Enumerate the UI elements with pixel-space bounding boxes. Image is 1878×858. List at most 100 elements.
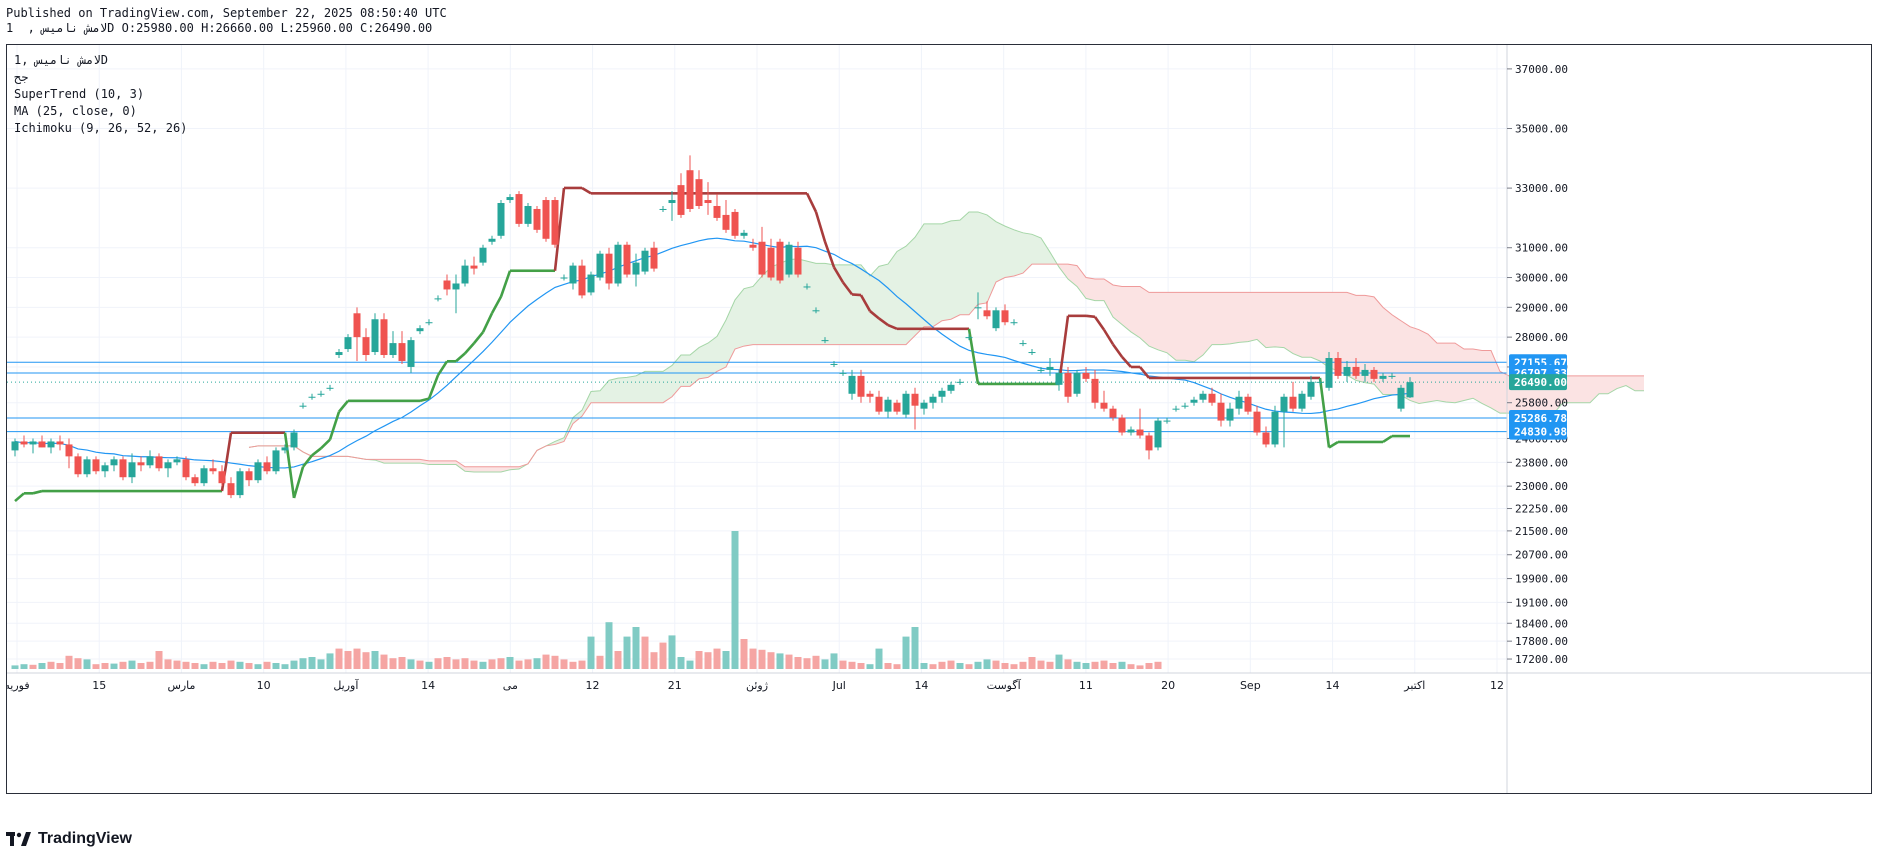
- candles: [11, 155, 1414, 499]
- supertrend-segment: [292, 466, 305, 499]
- price-tick-label: 21500.00: [1515, 525, 1568, 538]
- volume-bar: [236, 661, 244, 669]
- cloud-segment: [411, 459, 420, 464]
- cloud-segment: [474, 466, 483, 473]
- cloud-segment: [1500, 371, 1509, 414]
- candle-body: [1100, 402, 1108, 409]
- cloud-segment: [1185, 292, 1194, 362]
- supertrend-segment: [814, 211, 827, 243]
- price-tick-label: 23000.00: [1515, 480, 1568, 493]
- candle-body: [461, 265, 469, 284]
- volume-bar: [1010, 664, 1018, 669]
- time-tick-label: می: [503, 679, 518, 692]
- volume-bar: [893, 664, 901, 669]
- candle-body: [272, 450, 280, 472]
- volume-bar: [281, 664, 289, 669]
- cloud-segment: [384, 459, 393, 464]
- cloud-segment: [1617, 375, 1626, 389]
- cloud-segment: [888, 251, 897, 345]
- cloud-segment: [1221, 292, 1230, 345]
- candle-body: [146, 456, 154, 466]
- chart-frame[interactable]: 37000.00 35000.00 33000.00 31000.00 30000.00…: [6, 44, 1872, 794]
- cloud-segment: [852, 264, 861, 345]
- candle-body: [1172, 408, 1180, 410]
- supertrend-segment: [337, 400, 350, 413]
- legend-ichimoku[interactable]: Ichimoku (9, 26, 52, 26): [14, 121, 188, 135]
- candle-body: [848, 375, 856, 394]
- cloud-segment: [1104, 279, 1113, 318]
- volume-bar: [299, 658, 307, 669]
- candle-body: [1073, 372, 1081, 394]
- price-tick-label: 23800.00: [1515, 456, 1568, 469]
- volume-bar: [596, 655, 604, 669]
- ichimoku-span-a: [248, 211, 1644, 473]
- price-tick-label: 25800.00: [1515, 397, 1568, 410]
- ichimoku-span-b: [248, 263, 1644, 468]
- time-tick-label: 14: [421, 679, 435, 692]
- time-tick-label: 21: [668, 679, 682, 692]
- candle-body: [1082, 372, 1090, 379]
- cloud-segment: [996, 221, 1005, 282]
- candle-body: [1352, 366, 1360, 376]
- time-tick-label: 10: [257, 679, 271, 692]
- cloud-segment: [393, 459, 402, 464]
- cloud-segment: [753, 276, 762, 345]
- price-tick-label: 29000.00: [1515, 301, 1568, 314]
- cloud-segment: [924, 223, 933, 327]
- cloud-segment: [582, 391, 591, 417]
- candle-body: [596, 253, 604, 278]
- volume-bar: [749, 648, 757, 669]
- tradingview-logo-icon: [6, 832, 31, 846]
- volume-bar: [821, 659, 829, 669]
- supertrend-segment: [553, 187, 566, 271]
- candle-body: [128, 462, 136, 478]
- cloud-segment: [798, 258, 807, 345]
- price-axis: 37000.00 35000.00 33000.00 31000.00 30000.00…: [1506, 45, 1568, 793]
- price-label: 24830.98: [1514, 426, 1567, 439]
- candle-body: [380, 319, 388, 356]
- volume-bar: [218, 663, 226, 669]
- cloud-segment: [573, 410, 582, 424]
- legend-ma[interactable]: MA (25, close, 0): [14, 104, 137, 118]
- supertrend-segment: [1057, 315, 1070, 385]
- chart-svg[interactable]: 37000.00 35000.00 33000.00 31000.00 30000.00…: [7, 45, 1871, 793]
- time-tick-label: 11: [1079, 679, 1093, 692]
- volume-bar: [110, 663, 118, 669]
- candle-body: [659, 208, 667, 210]
- price-tick-label: 17200.00: [1515, 653, 1568, 666]
- volume-bar: [947, 660, 955, 669]
- cloud-segment: [690, 347, 699, 387]
- volume-bar: [407, 659, 415, 669]
- volume-bar: [614, 651, 622, 669]
- candle-body: [479, 247, 487, 263]
- tradingview-logo[interactable]: TradingView: [6, 830, 132, 848]
- candle-body: [686, 170, 694, 209]
- cloud-segment: [1284, 292, 1293, 354]
- volume-bar: [101, 663, 109, 669]
- volume-bar: [65, 655, 73, 669]
- candle-body: [1091, 378, 1099, 403]
- candle-body: [335, 352, 343, 356]
- legend-exchange: جح: [14, 70, 29, 84]
- candle-body: [488, 238, 496, 242]
- cloud-segment: [1383, 307, 1392, 395]
- volume-bar: [1154, 661, 1162, 669]
- ichimoku-cloud: [248, 211, 1644, 473]
- cloud-segment: [465, 466, 474, 473]
- candle-body: [182, 459, 190, 478]
- candle-body: [1055, 372, 1063, 385]
- cloud-segment: [897, 246, 906, 345]
- cloud-segment: [870, 266, 879, 345]
- cloud-segment: [1482, 350, 1491, 408]
- legend-symbol[interactable]: لامش ناميس ,1D: [14, 53, 108, 67]
- volume-bar: [326, 653, 334, 669]
- cloud-segment: [402, 459, 411, 464]
- candle-body: [407, 340, 415, 367]
- candle-body: [1298, 393, 1306, 409]
- volume-bar: [389, 658, 397, 669]
- volume-bar: [1136, 665, 1144, 669]
- time-tick-label: 14: [1326, 679, 1340, 692]
- time-tick-label: اکتبر: [1403, 679, 1425, 692]
- cloud-segment: [915, 223, 924, 336]
- legend-supertrend[interactable]: SuperTrend (10, 3): [14, 87, 145, 101]
